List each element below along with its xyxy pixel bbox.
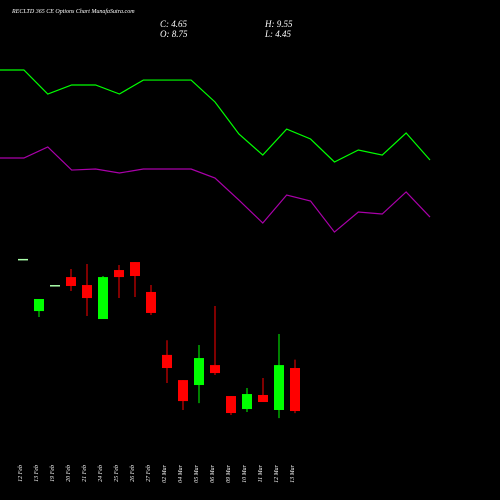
x-tick-label: 10 Mar bbox=[242, 464, 248, 482]
candle-body bbox=[178, 380, 188, 402]
line-series bbox=[0, 69, 431, 163]
candle-body bbox=[98, 277, 108, 320]
candle-body bbox=[130, 262, 140, 277]
x-tick-label: 25 Feb bbox=[114, 465, 120, 482]
x-tick-label: 12 Mar bbox=[274, 464, 280, 482]
candle-body bbox=[210, 365, 220, 374]
x-tick-label: 19 Feb bbox=[50, 465, 56, 482]
open-label: O: 8.75 bbox=[160, 29, 188, 39]
x-tick-label: 04 Mar bbox=[177, 464, 184, 482]
candle-body bbox=[82, 285, 92, 299]
x-tick-label: 09 Mar bbox=[226, 464, 232, 482]
candle-body bbox=[146, 291, 156, 313]
candle-body bbox=[242, 394, 252, 410]
candle-body bbox=[274, 365, 284, 410]
candle-body bbox=[290, 368, 300, 412]
high-label: H: 9.55 bbox=[264, 19, 293, 29]
candle-body bbox=[66, 277, 76, 286]
x-tick-label: 13 Feb bbox=[34, 465, 40, 482]
candle-body bbox=[258, 394, 268, 403]
close-label: C: 4.65 bbox=[160, 19, 188, 29]
x-tick-label: 05 Mar bbox=[194, 464, 200, 482]
chart-title: RECLTD 365 CE Options Chart MunafaSutra.… bbox=[11, 8, 135, 15]
candle-body bbox=[50, 285, 60, 287]
candle-body bbox=[194, 358, 204, 386]
x-tick-label: 11 Mar bbox=[258, 464, 264, 482]
x-tick-label: 02 Mar bbox=[162, 464, 168, 482]
candle-body bbox=[18, 258, 28, 261]
low-label: L: 4.45 bbox=[264, 29, 292, 39]
x-tick-label: 12 Feb bbox=[18, 465, 24, 482]
candle-body bbox=[162, 354, 172, 369]
x-tick-label: 20 Feb bbox=[66, 465, 72, 482]
x-tick-label: 13 Mar bbox=[290, 464, 296, 482]
x-tick-label: 21 Feb bbox=[82, 465, 88, 482]
x-tick-label: 27 Feb bbox=[146, 465, 152, 482]
x-tick-label: 06 Mar bbox=[210, 464, 216, 482]
candle-body bbox=[114, 270, 124, 278]
candle-body bbox=[226, 396, 236, 414]
x-tick-label: 26 Feb bbox=[130, 465, 136, 482]
candle-body bbox=[34, 298, 44, 312]
line-series bbox=[0, 146, 431, 233]
x-tick-label: 24 Feb bbox=[97, 465, 104, 482]
